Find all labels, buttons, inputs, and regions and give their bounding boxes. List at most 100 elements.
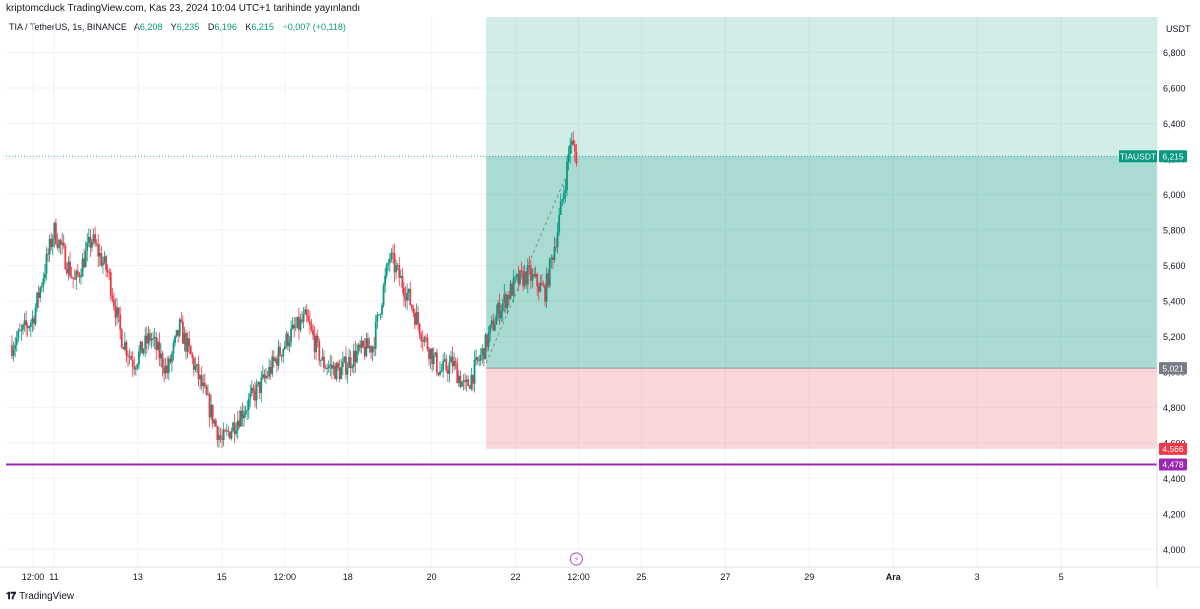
candle-body bbox=[117, 307, 120, 315]
profit-zone-filled[interactable] bbox=[486, 156, 1157, 369]
candle-body bbox=[28, 326, 31, 329]
candle bbox=[285, 330, 288, 349]
candle-body bbox=[40, 285, 43, 288]
candle-body bbox=[269, 366, 272, 374]
candle-body bbox=[134, 367, 137, 370]
candle bbox=[102, 256, 104, 274]
candle-body bbox=[230, 431, 233, 439]
candle-body bbox=[189, 346, 192, 355]
candle-body bbox=[575, 151, 578, 164]
candle bbox=[260, 370, 263, 403]
candle-body bbox=[293, 324, 296, 329]
position-tool[interactable] bbox=[486, 17, 1157, 449]
candle bbox=[76, 263, 79, 277]
candle bbox=[114, 298, 117, 327]
candle-body bbox=[362, 340, 365, 347]
candle bbox=[321, 347, 324, 361]
candle bbox=[280, 354, 283, 362]
candle bbox=[486, 334, 488, 352]
candle bbox=[42, 272, 45, 293]
time-axis[interactable]: 12:00 11 13 15 12:00 18 20 22 12:00 25 27 29 Ara 3 5 bbox=[0, 566, 1200, 582]
candle bbox=[468, 384, 471, 390]
candle-body bbox=[188, 338, 191, 347]
candle-body bbox=[351, 366, 354, 369]
candle-body bbox=[185, 333, 187, 352]
candle bbox=[379, 313, 382, 320]
candle-body bbox=[541, 282, 543, 286]
profit-zone-upper[interactable] bbox=[486, 17, 1157, 157]
candle-body bbox=[252, 387, 255, 392]
candle-body bbox=[484, 334, 487, 360]
candle bbox=[86, 233, 89, 262]
candle bbox=[401, 267, 404, 294]
candle bbox=[462, 374, 465, 391]
candle bbox=[258, 381, 261, 400]
candle-body bbox=[56, 243, 59, 248]
candle bbox=[225, 423, 228, 436]
candle bbox=[58, 238, 60, 253]
candle bbox=[476, 356, 479, 365]
candle-body bbox=[417, 312, 419, 324]
candle bbox=[432, 347, 435, 371]
candle bbox=[459, 370, 462, 389]
candle-body bbox=[84, 250, 87, 268]
candle-body bbox=[274, 358, 277, 361]
candle bbox=[39, 285, 42, 303]
candle-body bbox=[205, 386, 208, 395]
candle-body bbox=[81, 258, 84, 277]
candle bbox=[523, 264, 526, 289]
symbol-legend[interactable]: TIA / TetherUS, 1s, BINANCE A6,208 Y6,23… bbox=[9, 22, 352, 32]
candle bbox=[232, 421, 234, 432]
candle-body bbox=[395, 265, 398, 273]
candle bbox=[434, 351, 437, 358]
candle bbox=[490, 315, 493, 329]
candle bbox=[59, 238, 62, 255]
candle bbox=[536, 272, 539, 296]
candle-body bbox=[462, 380, 465, 383]
candle bbox=[514, 275, 517, 284]
symbol-name[interactable]: TIA / TetherUS, 1s, BINANCE bbox=[9, 22, 127, 32]
candle-body bbox=[356, 351, 358, 363]
candle-body bbox=[487, 332, 490, 347]
candle bbox=[343, 356, 346, 364]
low-value: 6,196 bbox=[214, 22, 237, 32]
candle-body bbox=[448, 362, 451, 374]
candle-body bbox=[180, 319, 183, 322]
candle bbox=[337, 360, 339, 371]
candle bbox=[511, 281, 514, 297]
candle-body bbox=[67, 261, 70, 274]
candle bbox=[123, 332, 126, 352]
candle-body bbox=[424, 337, 427, 339]
candle bbox=[133, 356, 136, 375]
price-axis[interactable]: 4,000 4,200 4,400 4,600 4,800 5,000 5,200 5,400… bbox=[1119, 0, 1200, 609]
candle-body bbox=[407, 288, 410, 293]
candle bbox=[323, 350, 325, 373]
price-unit-label: USDT bbox=[1166, 24, 1191, 34]
candle-body bbox=[525, 271, 528, 285]
candle-body bbox=[456, 363, 459, 384]
candle bbox=[89, 229, 92, 258]
candle-body bbox=[528, 265, 531, 267]
candle-body bbox=[174, 336, 176, 344]
price-tick-label: 5,800 bbox=[1163, 225, 1186, 235]
candle bbox=[54, 218, 57, 246]
candle bbox=[11, 335, 13, 359]
candle bbox=[56, 233, 59, 251]
loss-zone[interactable] bbox=[486, 368, 1157, 449]
price-axis-bg bbox=[1157, 0, 1200, 609]
candle-body bbox=[442, 360, 445, 371]
candle bbox=[384, 267, 387, 293]
time-tick-label: 5 bbox=[1059, 572, 1064, 582]
candle bbox=[249, 384, 252, 407]
candle-body bbox=[119, 314, 122, 330]
candle-body bbox=[377, 314, 380, 316]
candle-body bbox=[371, 346, 374, 353]
price-tick-label: 6,000 bbox=[1163, 190, 1186, 200]
candle-body bbox=[388, 258, 391, 263]
candle-body bbox=[122, 347, 125, 350]
candle-body bbox=[294, 327, 297, 329]
lightning-icon[interactable] bbox=[569, 552, 584, 566]
candle bbox=[277, 339, 280, 370]
candle-body bbox=[483, 348, 485, 360]
